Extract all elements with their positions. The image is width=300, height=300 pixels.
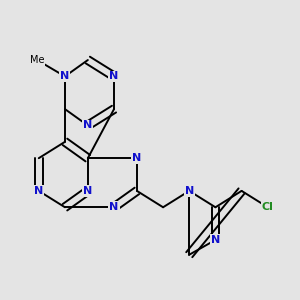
Text: Me: Me bbox=[30, 55, 44, 65]
Text: N: N bbox=[110, 71, 118, 81]
Text: N: N bbox=[34, 186, 44, 196]
Text: Cl: Cl bbox=[262, 202, 274, 212]
Text: N: N bbox=[83, 186, 92, 196]
Text: N: N bbox=[211, 235, 220, 245]
Text: N: N bbox=[110, 202, 118, 212]
Text: N: N bbox=[132, 153, 142, 163]
Text: N: N bbox=[60, 71, 70, 81]
Text: N: N bbox=[184, 186, 194, 196]
Text: N: N bbox=[83, 121, 92, 130]
